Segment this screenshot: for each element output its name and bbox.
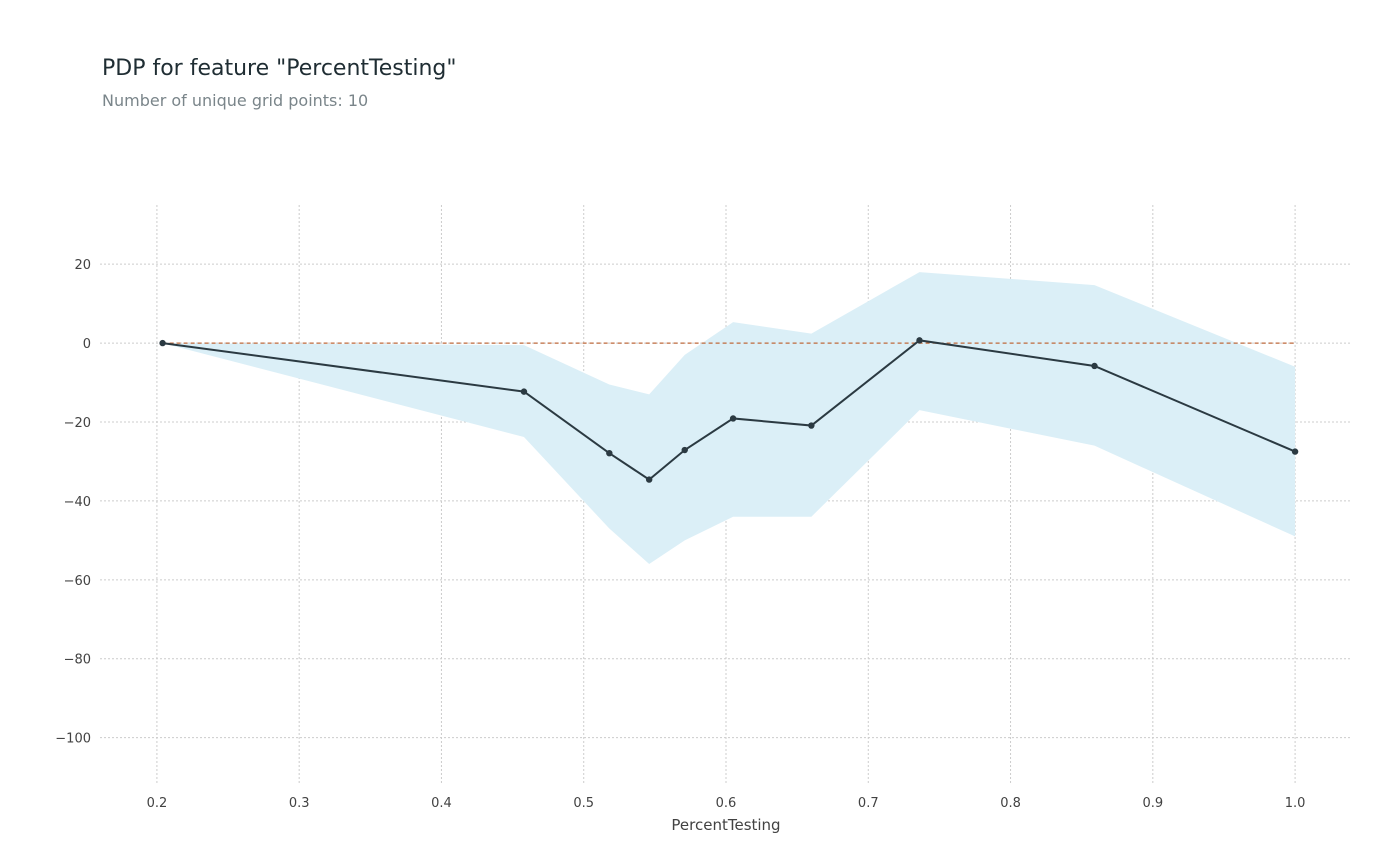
pdp-point xyxy=(1292,448,1298,454)
pdp-point xyxy=(521,388,527,394)
x-axis-label: PercentTesting xyxy=(671,816,780,834)
x-tick-label: 0.4 xyxy=(431,796,452,811)
y-tick-labels: 20 0 −20 −40 −60 −80 −100 xyxy=(55,258,91,746)
y-tick-label: −100 xyxy=(55,732,91,747)
pdp-point xyxy=(682,447,688,453)
x-tick-label: 0.2 xyxy=(147,796,168,811)
x-tick-label: 0.3 xyxy=(289,796,310,811)
x-tick-label: 0.5 xyxy=(573,796,594,811)
confidence-band-area xyxy=(163,272,1295,564)
pdp-point xyxy=(916,337,922,343)
y-tick-label: 0 xyxy=(83,337,91,352)
y-tick-label: −20 xyxy=(64,416,91,431)
y-tick-label: 20 xyxy=(74,258,91,273)
x-tick-label: 0.8 xyxy=(1000,796,1021,811)
x-tick-labels: 0.2 0.3 0.4 0.5 0.6 0.7 0.8 0.9 1.0 xyxy=(147,796,1306,811)
pdp-point xyxy=(159,340,165,346)
y-tick-label: −60 xyxy=(64,574,91,589)
x-tick-label: 0.6 xyxy=(716,796,737,811)
confidence-band xyxy=(163,272,1295,564)
pdp-point xyxy=(808,422,814,428)
pdp-point xyxy=(646,476,652,482)
x-tick-label: 0.9 xyxy=(1142,796,1163,811)
pdp-point xyxy=(730,415,736,421)
y-tick-label: −40 xyxy=(64,495,91,510)
y-tick-label: −80 xyxy=(64,653,91,668)
x-tick-label: 0.7 xyxy=(858,796,879,811)
pdp-point xyxy=(1091,363,1097,369)
x-tick-label: 1.0 xyxy=(1285,796,1306,811)
pdp-point xyxy=(606,450,612,456)
